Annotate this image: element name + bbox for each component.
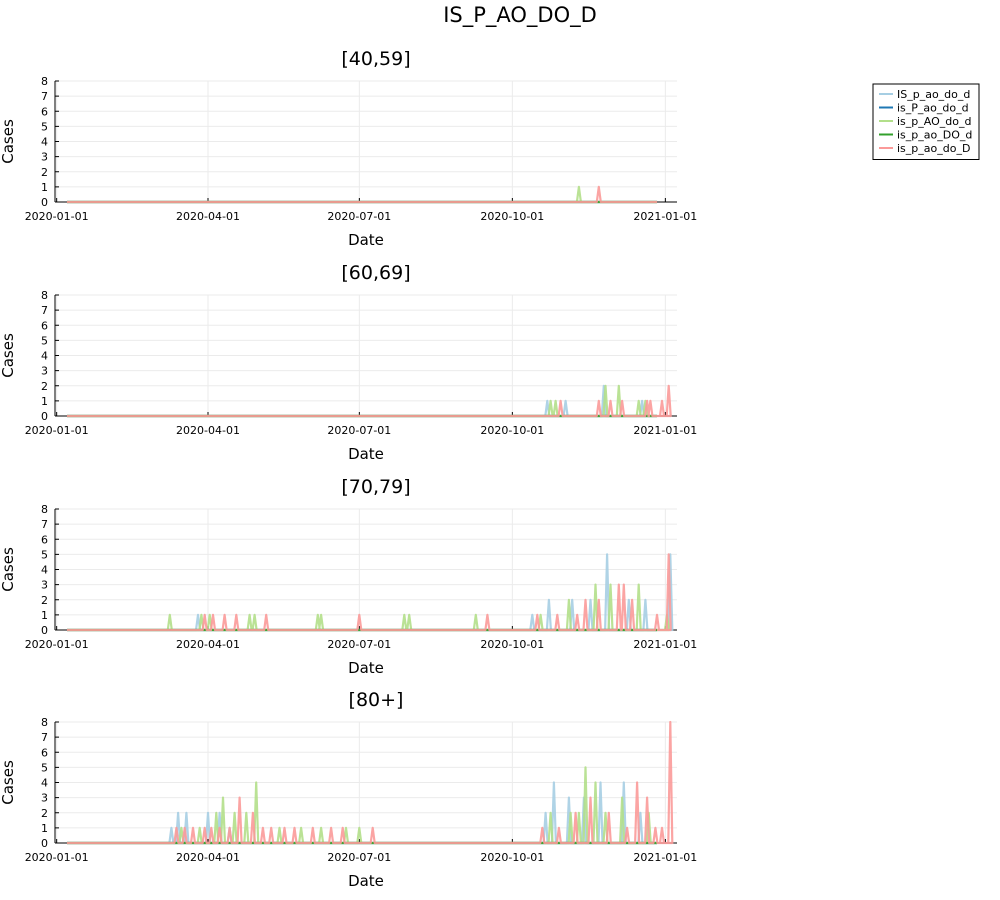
x-axis-label: Date	[348, 231, 384, 249]
y-tick-label: 8	[41, 503, 48, 516]
series-line	[67, 185, 657, 204]
y-tick-label: 6	[41, 105, 48, 118]
y-tick-label: 2	[41, 807, 48, 820]
y-tick-label: 2	[41, 380, 48, 393]
y-tick-label: 5	[41, 120, 48, 133]
y-axis-label: Cases	[0, 119, 17, 164]
series-line	[67, 553, 674, 632]
subplot-2: [60,69] 0 1 2 3 4 5 6 7 8 2020-01-01 2020-04-01 2020…	[0, 262, 697, 463]
y-tick-label: 0	[41, 196, 48, 209]
subplot-4: [80+] 0 1 2 3 4 5 6 7 8 2020-01-01 2020-04-01 2020-0…	[0, 689, 697, 890]
subplot-title: [40,59]	[341, 48, 410, 70]
y-tick-label: 7	[41, 90, 48, 103]
x-tick-label: 2020-01-01	[25, 638, 89, 651]
series-line	[67, 384, 672, 418]
x-tick-label: 2020-07-01	[327, 210, 391, 223]
y-tick-label: 5	[41, 761, 48, 774]
series-line	[67, 185, 657, 204]
legend-entry: is_p_ao_DO_d	[897, 129, 972, 142]
legend: IS_p_ao_do_dis_P_ao_do_dis_p_AO_do_dis_p…	[872, 83, 980, 160]
legend-entry: is_P_ao_do_d	[897, 102, 969, 115]
y-tick-label: 8	[41, 289, 48, 302]
y-axis-label: Cases	[0, 547, 17, 592]
y-tick-label: 7	[41, 518, 48, 531]
legend-entry: is_p_AO_do_d	[897, 115, 971, 128]
y-tick-label: 5	[41, 548, 48, 561]
y-tick-label: 1	[41, 822, 48, 835]
y-tick-label: 0	[41, 410, 48, 423]
figure-title: IS_P_AO_DO_D	[443, 3, 597, 28]
x-tick-label: 2020-04-01	[176, 210, 240, 223]
y-axis-label: Cases	[0, 760, 17, 805]
y-tick-label: 2	[41, 166, 48, 179]
y-tick-label: 6	[41, 746, 48, 759]
y-tick-label: 1	[41, 609, 48, 622]
y-tick-label: 0	[41, 837, 48, 850]
y-tick-label: 3	[41, 579, 48, 592]
x-tick-label: 2020-01-01	[25, 424, 89, 437]
x-axis-label: Date	[348, 445, 384, 463]
x-tick-label: 2021-01-01	[633, 210, 697, 223]
subplot-3: [70,79] 0 1 2 3 4 5 6 7 8 2020-01-01 2020-04-01 2020…	[0, 476, 697, 677]
y-tick-label: 3	[41, 151, 48, 164]
y-tick-label: 4	[41, 136, 48, 149]
x-tick-label: 2020-04-01	[176, 424, 240, 437]
y-tick-label: 7	[41, 304, 48, 317]
x-axis-label: Date	[348, 659, 384, 677]
legend-entry: IS_p_ao_do_d	[897, 88, 970, 101]
x-tick-label: 2020-01-01	[25, 851, 89, 864]
y-tick-label: 3	[41, 792, 48, 805]
x-tick-label: 2020-10-01	[480, 851, 544, 864]
subplot-title: [60,69]	[341, 262, 410, 284]
y-tick-label: 4	[41, 777, 48, 790]
y-tick-label: 7	[41, 731, 48, 744]
series-line	[67, 553, 672, 632]
x-tick-label: 2020-01-01	[25, 210, 89, 223]
y-tick-label: 2	[41, 594, 48, 607]
x-tick-label: 2020-04-01	[176, 851, 240, 864]
legend-entry: is_p_ao_do_D	[897, 142, 970, 155]
y-axis-label: Cases	[0, 333, 17, 378]
y-tick-label: 6	[41, 319, 48, 332]
y-tick-label: 4	[41, 350, 48, 363]
x-tick-label: 2020-10-01	[480, 638, 544, 651]
y-tick-label: 8	[41, 75, 48, 88]
x-tick-label: 2020-10-01	[480, 424, 544, 437]
x-tick-label: 2021-01-01	[633, 851, 697, 864]
x-tick-label: 2020-07-01	[327, 851, 391, 864]
y-tick-label: 0	[41, 624, 48, 637]
x-tick-label: 2020-07-01	[327, 424, 391, 437]
y-tick-label: 1	[41, 181, 48, 194]
x-tick-label: 2021-01-01	[633, 424, 697, 437]
y-tick-label: 6	[41, 533, 48, 546]
y-tick-label: 5	[41, 334, 48, 347]
subplot-title: [80+]	[349, 689, 404, 711]
subplot-1: [40,59] 0 1 2 3 4 5 6 7 8 2020-01-01 2020-04-01 2020…	[0, 48, 697, 249]
subplot-title: [70,79]	[341, 476, 410, 498]
x-tick-label: 2020-07-01	[327, 638, 391, 651]
x-axis-label: Date	[348, 872, 384, 890]
y-tick-label: 3	[41, 365, 48, 378]
y-tick-label: 4	[41, 564, 48, 577]
y-tick-label: 1	[41, 395, 48, 408]
y-tick-label: 8	[41, 716, 48, 729]
x-tick-label: 2021-01-01	[633, 638, 697, 651]
series-line	[67, 720, 674, 845]
x-tick-label: 2020-04-01	[176, 638, 240, 651]
x-tick-label: 2020-10-01	[480, 210, 544, 223]
